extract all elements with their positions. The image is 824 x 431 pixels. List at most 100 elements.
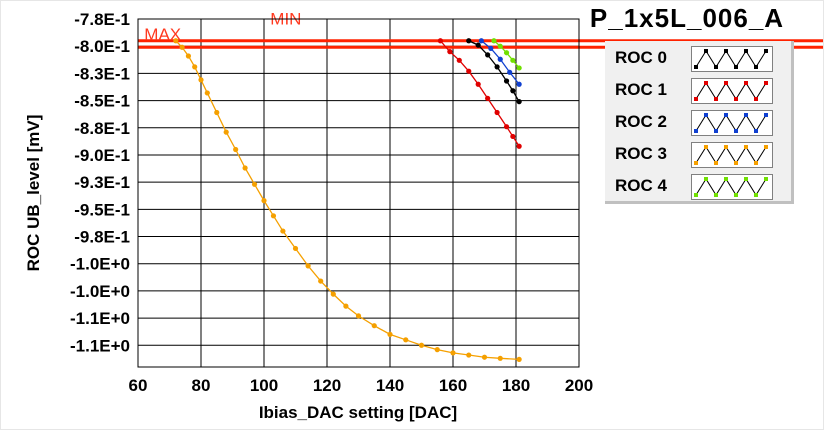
- data-point: [494, 64, 500, 70]
- x-tick-label: 60: [129, 376, 148, 395]
- data-point: [516, 356, 522, 362]
- data-point: [261, 198, 267, 204]
- data-series: [173, 38, 522, 362]
- data-point: [434, 347, 440, 353]
- plot-area: [138, 19, 579, 367]
- limit-label-max: MAX: [144, 25, 181, 44]
- data-point: [497, 355, 503, 361]
- data-point: [214, 109, 220, 116]
- legend-label: ROC 3: [615, 144, 667, 163]
- legend-label: ROC 1: [615, 80, 667, 99]
- y-tick-label: -9.0E-1: [74, 146, 130, 165]
- y-tick-label: -7.8E-1: [74, 10, 130, 29]
- data-point: [466, 38, 472, 44]
- data-point: [516, 65, 522, 71]
- graph-title: P_1x5L_006_A: [589, 3, 785, 33]
- data-point: [510, 133, 516, 140]
- data-point: [280, 228, 286, 234]
- data-point: [305, 263, 311, 269]
- data-point: [503, 50, 510, 56]
- legend-swatch: [691, 142, 773, 168]
- legend-label: ROC 4: [615, 176, 667, 195]
- data-point: [437, 38, 443, 44]
- data-point: [485, 52, 491, 58]
- data-point: [418, 342, 425, 348]
- y-tick-label: -8.0E-1: [74, 37, 130, 56]
- y-tick-label: -8.8E-1: [74, 119, 130, 138]
- y-axis-tick-labels: -7.8E-1 -8.0E-1 -8.3E-1 -8.5E-1 -8.8E-1 -9.0E…: [70, 10, 130, 355]
- data-point: [507, 69, 513, 75]
- y-tick-label: -9.5E-1: [74, 200, 130, 219]
- legend-item-roc-3: ROC 3: [605, 139, 791, 169]
- data-point: [475, 81, 481, 87]
- data-point: [466, 68, 472, 74]
- data-point: [497, 43, 503, 49]
- y-axis-title: ROC UB_level [mV]: [24, 115, 43, 272]
- data-point: [192, 64, 198, 70]
- data-point: [485, 95, 491, 101]
- series-roc-4: [491, 38, 522, 71]
- data-point: [223, 129, 229, 135]
- y-tick-label: -1.0E+0: [70, 255, 130, 274]
- data-point: [516, 99, 522, 105]
- legend-label: ROC 2: [615, 112, 667, 131]
- data-point: [510, 57, 516, 63]
- data-point: [292, 245, 299, 252]
- data-point: [456, 57, 462, 63]
- y-tick-label: -8.3E-1: [74, 64, 130, 83]
- legend-item-roc-1: ROC 1: [605, 75, 791, 105]
- data-point: [488, 45, 494, 51]
- legend-swatch: [691, 174, 773, 200]
- data-point: [251, 181, 258, 187]
- data-point: [242, 165, 248, 171]
- series-line: [439, 40, 520, 147]
- data-point: [447, 49, 453, 55]
- data-point: [494, 109, 500, 116]
- data-point: [318, 278, 324, 284]
- data-point: [478, 38, 484, 44]
- data-point: [355, 313, 362, 319]
- y-tick-label: -1.1E+0: [70, 336, 130, 355]
- data-point: [497, 56, 503, 62]
- y-tick-label: -1.1E+0: [70, 309, 130, 328]
- data-point: [516, 143, 522, 149]
- data-point: [516, 81, 522, 87]
- series-roc-2: [478, 38, 522, 87]
- series-roc-3: [173, 38, 522, 362]
- x-tick-label: 160: [439, 376, 467, 395]
- y-tick-label: -8.5E-1: [74, 92, 130, 111]
- data-point: [179, 44, 185, 50]
- x-tick-label: 100: [250, 376, 278, 395]
- data-point: [510, 88, 516, 94]
- data-point: [503, 78, 510, 84]
- legend-item-roc-4: ROC 4: [605, 171, 791, 201]
- x-axis-title: Ibias_DAC setting [DAC]: [259, 403, 457, 422]
- legend-label: ROC 0: [615, 48, 667, 67]
- legend-swatch: [691, 78, 773, 104]
- legend-item-roc-0: ROC 0: [605, 43, 791, 73]
- data-point: [330, 291, 336, 297]
- data-point: [491, 38, 497, 44]
- data-point: [503, 124, 510, 130]
- data-point: [270, 213, 277, 219]
- data-point: [371, 323, 377, 329]
- data-point: [475, 42, 481, 48]
- legend-swatch: [691, 110, 773, 136]
- x-tick-label: 120: [313, 376, 341, 395]
- plot-frame: [137, 18, 580, 368]
- y-tick-label: -1.0E+0: [70, 282, 130, 301]
- data-point: [198, 77, 204, 83]
- data-point: [466, 352, 472, 358]
- legend: ROC 0 ROC 1 ROC 2 ROC 3 ROC 4: [605, 41, 794, 204]
- legend-swatch: [691, 46, 773, 72]
- legend-item-roc-2: ROC 2: [605, 107, 791, 137]
- data-point: [387, 331, 393, 337]
- y-tick-label: -9.8E-1: [74, 228, 130, 247]
- x-axis-tick-labels: 60 80 100 120 140 160 180 200: [129, 376, 594, 395]
- x-tick-label: 140: [376, 376, 404, 395]
- data-point: [233, 146, 239, 153]
- data-point: [343, 303, 349, 309]
- series-roc-1: [437, 38, 522, 149]
